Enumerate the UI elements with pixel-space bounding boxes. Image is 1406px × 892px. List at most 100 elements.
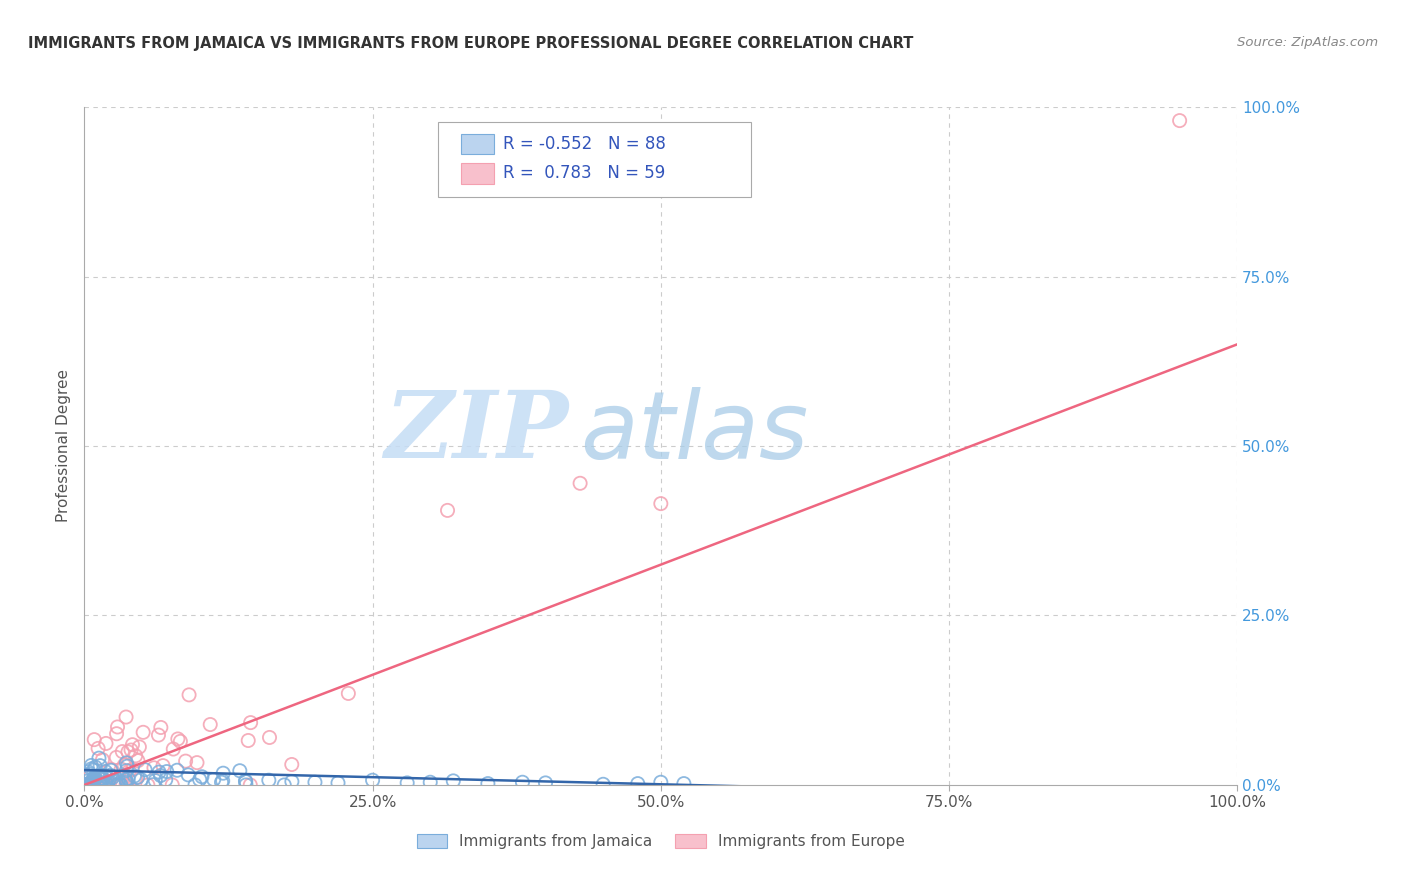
Point (174, 754, 197, 768)
Point (115, 710, 138, 724)
Text: atlas: atlas (581, 387, 808, 478)
Point (186, 756, 208, 770)
Point (90, 775, 112, 789)
Point (83, 732, 105, 747)
Point (115, 775, 138, 789)
Point (87, 751, 110, 765)
Point (200, 717, 222, 731)
Point (162, 778, 184, 792)
Point (134, 763, 156, 777)
Point (156, 764, 179, 779)
Point (110, 778, 132, 792)
Point (672, 776, 695, 790)
Legend: Immigrants from Jamaica, Immigrants from Europe: Immigrants from Jamaica, Immigrants from… (411, 828, 911, 855)
Point (257, 773, 280, 788)
Point (273, 778, 295, 792)
Text: R =  0.783   N = 59: R = 0.783 N = 59 (503, 164, 665, 183)
Point (326, 776, 349, 790)
Point (87, 741, 110, 756)
Point (592, 777, 614, 791)
Point (96, 771, 118, 785)
Point (115, 778, 138, 792)
Point (136, 778, 159, 792)
Point (79, 778, 101, 792)
Point (477, 776, 499, 790)
Point (104, 773, 127, 788)
Point (107, 778, 129, 792)
Point (419, 775, 441, 789)
Point (75, 778, 97, 792)
Point (152, 758, 174, 772)
Point (337, 686, 360, 700)
Point (112, 758, 135, 772)
Point (1168, 113, 1191, 128)
Text: IMMIGRANTS FROM JAMAICA VS IMMIGRANTS FROM EUROPE PROFESSIONAL DEGREE CORRELATIO: IMMIGRANTS FROM JAMAICA VS IMMIGRANTS FR… (28, 36, 914, 51)
Point (75, 778, 97, 792)
Point (396, 776, 419, 790)
Point (84, 760, 107, 774)
Point (177, 688, 200, 702)
Bar (461, 163, 494, 184)
Point (107, 773, 129, 788)
Point (97, 778, 120, 792)
Point (441, 773, 464, 788)
Point (111, 745, 134, 759)
Point (132, 725, 155, 739)
Point (120, 743, 142, 757)
Point (79, 770, 101, 784)
Y-axis label: Professional Degree: Professional Degree (56, 369, 72, 523)
Point (117, 745, 139, 759)
Point (129, 772, 152, 787)
Point (162, 742, 184, 756)
Point (76, 768, 98, 782)
FancyBboxPatch shape (439, 122, 751, 197)
Point (94, 736, 117, 750)
Point (100, 763, 122, 777)
Point (235, 774, 257, 789)
Point (239, 715, 262, 730)
Text: ZIP: ZIP (384, 387, 568, 477)
Point (76, 778, 98, 792)
Point (304, 775, 326, 789)
Point (202, 772, 225, 787)
Point (96, 778, 118, 792)
Point (155, 772, 177, 787)
Point (534, 776, 557, 790)
Point (114, 772, 136, 787)
Point (77, 767, 100, 781)
Point (77, 764, 100, 779)
Point (650, 497, 672, 511)
Point (191, 770, 214, 784)
Point (103, 778, 125, 792)
Point (650, 775, 672, 789)
Point (91, 753, 114, 767)
Point (128, 739, 150, 754)
Point (107, 776, 129, 790)
Point (512, 775, 534, 789)
Point (110, 778, 132, 792)
Point (281, 757, 304, 772)
Point (238, 733, 260, 747)
Point (124, 771, 146, 785)
Point (111, 778, 134, 792)
Point (90, 778, 112, 792)
Point (149, 768, 172, 782)
Point (80, 762, 103, 776)
Point (90, 768, 112, 782)
Point (148, 765, 170, 780)
Point (361, 773, 384, 788)
Point (79, 777, 101, 791)
Point (75, 774, 97, 789)
Point (166, 731, 188, 746)
Point (212, 766, 235, 780)
Point (569, 476, 592, 491)
Point (127, 754, 149, 768)
Point (124, 769, 146, 783)
Point (82, 775, 104, 789)
Point (124, 748, 146, 763)
Point (77, 778, 100, 792)
Point (121, 738, 143, 752)
Point (100, 764, 122, 778)
Point (105, 727, 128, 741)
Point (89, 778, 111, 792)
